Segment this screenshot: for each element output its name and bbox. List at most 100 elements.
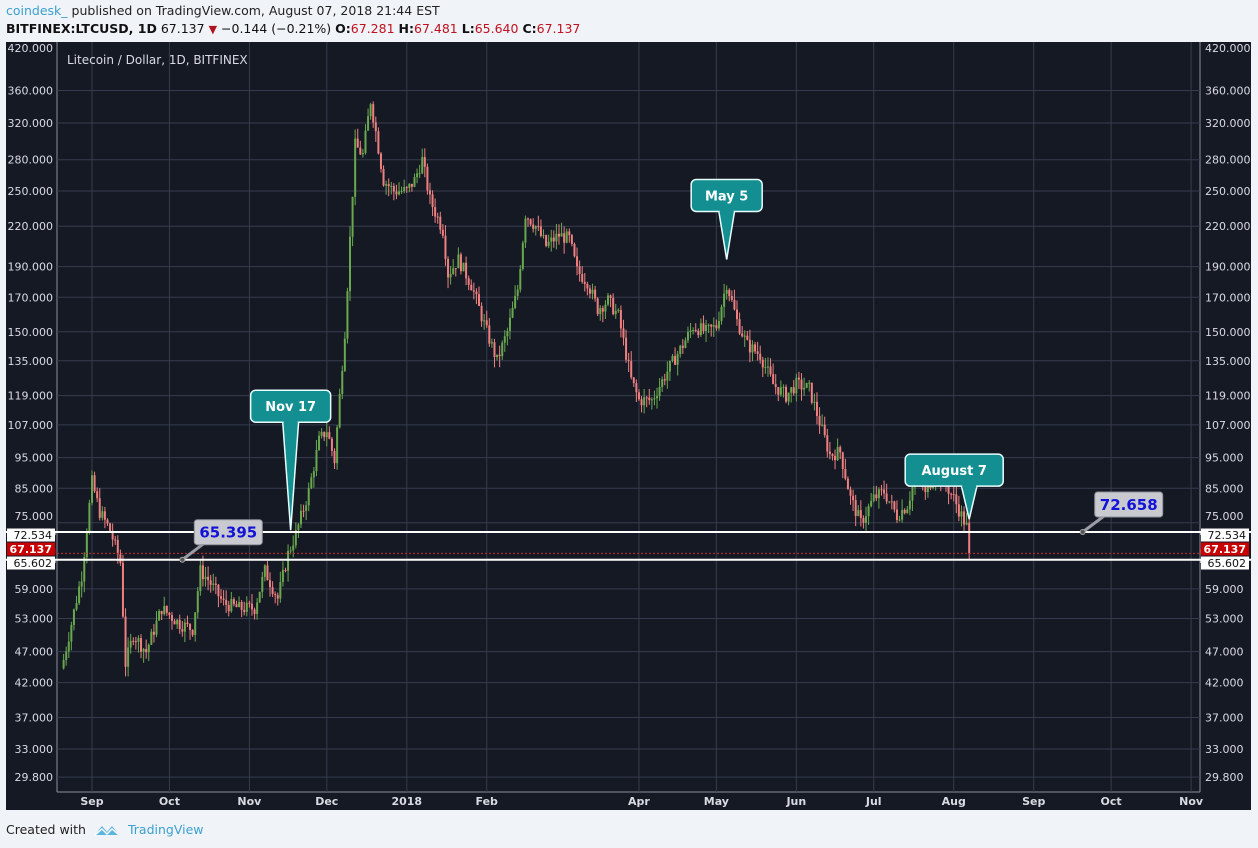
candle-down bbox=[214, 583, 217, 585]
y-tick-label-left: 59.000 bbox=[15, 583, 54, 596]
candle-down bbox=[395, 191, 398, 195]
candle-up bbox=[607, 295, 609, 305]
candle-up bbox=[614, 310, 617, 315]
candle-down bbox=[266, 565, 269, 581]
candle-down bbox=[232, 599, 235, 605]
candle-up bbox=[62, 660, 65, 669]
candle-up bbox=[960, 511, 963, 517]
candle-down bbox=[124, 616, 127, 667]
price-label-anchor bbox=[1079, 529, 1086, 536]
candle-down bbox=[741, 333, 744, 337]
candle-down bbox=[818, 415, 821, 426]
candle-up bbox=[888, 501, 891, 503]
candle-up bbox=[751, 344, 754, 353]
candle-up bbox=[80, 581, 83, 587]
candle-down bbox=[472, 290, 475, 292]
candle-up bbox=[212, 583, 215, 585]
price-label-anchor bbox=[179, 556, 186, 563]
x-tick-label: Oct bbox=[1101, 795, 1122, 808]
candle-down bbox=[563, 233, 566, 243]
candle-down bbox=[191, 629, 194, 635]
candle-down bbox=[578, 266, 581, 275]
candle-down bbox=[730, 295, 733, 300]
y-tick-label-right: 47.000 bbox=[1205, 646, 1244, 659]
y-tick-label-right: 190.000 bbox=[1205, 261, 1251, 274]
price-tag-left bbox=[7, 528, 55, 542]
candle-up bbox=[689, 330, 692, 332]
candle-down bbox=[761, 359, 764, 368]
candle-down bbox=[410, 183, 413, 187]
candle-up bbox=[679, 345, 682, 355]
candle-up bbox=[550, 237, 553, 242]
candle-down bbox=[952, 494, 955, 496]
candle-down bbox=[697, 330, 700, 336]
candle-down bbox=[323, 431, 326, 438]
candle-up bbox=[67, 641, 70, 652]
candle-down bbox=[619, 309, 622, 329]
last-price-tag-right bbox=[1201, 542, 1249, 556]
candle-up bbox=[194, 612, 197, 635]
candle-down bbox=[405, 187, 408, 189]
y-tick-label-right: 170.000 bbox=[1205, 291, 1251, 304]
candle-up bbox=[865, 516, 867, 523]
candle-up bbox=[346, 291, 349, 339]
price-tag-label-right: 65.602 bbox=[1208, 557, 1247, 570]
candle-down bbox=[754, 344, 757, 352]
x-tick-label: Sep bbox=[1022, 795, 1045, 808]
candle-up bbox=[418, 173, 421, 175]
candle-down bbox=[826, 435, 829, 452]
publish-info: coindesk_ published on TradingView.com, … bbox=[6, 3, 440, 18]
y-tick-label-right: 250.000 bbox=[1205, 185, 1251, 198]
candle-up bbox=[318, 435, 321, 450]
x-tick-label: May bbox=[704, 795, 729, 808]
y-tick-label-left: 29.800 bbox=[15, 771, 54, 784]
candle-up bbox=[534, 226, 537, 229]
y-tick-label-right: 420.000 bbox=[1205, 42, 1251, 55]
price-label-box bbox=[1094, 491, 1164, 518]
candle-up bbox=[720, 306, 723, 322]
candle-down bbox=[109, 523, 112, 531]
last-price-tag-label-right: 67.137 bbox=[1204, 543, 1246, 556]
candle-down bbox=[828, 451, 831, 455]
candle-up bbox=[261, 576, 264, 592]
candle-down bbox=[635, 383, 638, 393]
y-tick-label-left: 150.000 bbox=[8, 326, 54, 339]
open-value: 67.281 bbox=[350, 21, 395, 36]
candle-down bbox=[738, 319, 741, 334]
price-change: −0.144 (−0.21%) bbox=[221, 21, 332, 36]
candle-down bbox=[627, 359, 630, 362]
candle-down bbox=[596, 298, 599, 315]
y-tick-label-left: 220.000 bbox=[8, 220, 54, 233]
open-label: O: bbox=[335, 21, 351, 36]
candle-down bbox=[539, 226, 542, 236]
y-tick-label-right: 220.000 bbox=[1205, 220, 1251, 233]
candle-up bbox=[176, 619, 179, 625]
candle-up bbox=[836, 447, 839, 461]
candle-up bbox=[656, 396, 659, 399]
candle-up bbox=[369, 104, 372, 117]
candle-down bbox=[883, 489, 886, 494]
author-link[interactable]: coindesk_ bbox=[6, 3, 68, 18]
candle-up bbox=[671, 355, 674, 361]
candle-up bbox=[519, 269, 522, 290]
candle-down bbox=[903, 509, 906, 514]
candle-down bbox=[834, 455, 837, 461]
candle-down bbox=[759, 353, 762, 360]
candle-down bbox=[736, 309, 738, 320]
candle-down bbox=[875, 494, 878, 499]
y-tick-label-right: 75.000 bbox=[1205, 510, 1244, 523]
candle-down bbox=[950, 493, 953, 495]
price-tag-right bbox=[1201, 528, 1249, 542]
candle-up bbox=[315, 449, 318, 472]
y-tick-label-left: 33.000 bbox=[15, 743, 54, 756]
candle-down bbox=[839, 447, 842, 453]
candle-down bbox=[119, 554, 122, 563]
candle-down bbox=[485, 320, 488, 326]
candle-down bbox=[800, 379, 803, 390]
y-tick-label-left: 85.000 bbox=[15, 482, 54, 495]
candle-down bbox=[880, 489, 883, 491]
tradingview-link[interactable]: TradingView bbox=[127, 822, 204, 837]
callout-joint bbox=[962, 483, 977, 489]
candle-down bbox=[583, 281, 586, 284]
